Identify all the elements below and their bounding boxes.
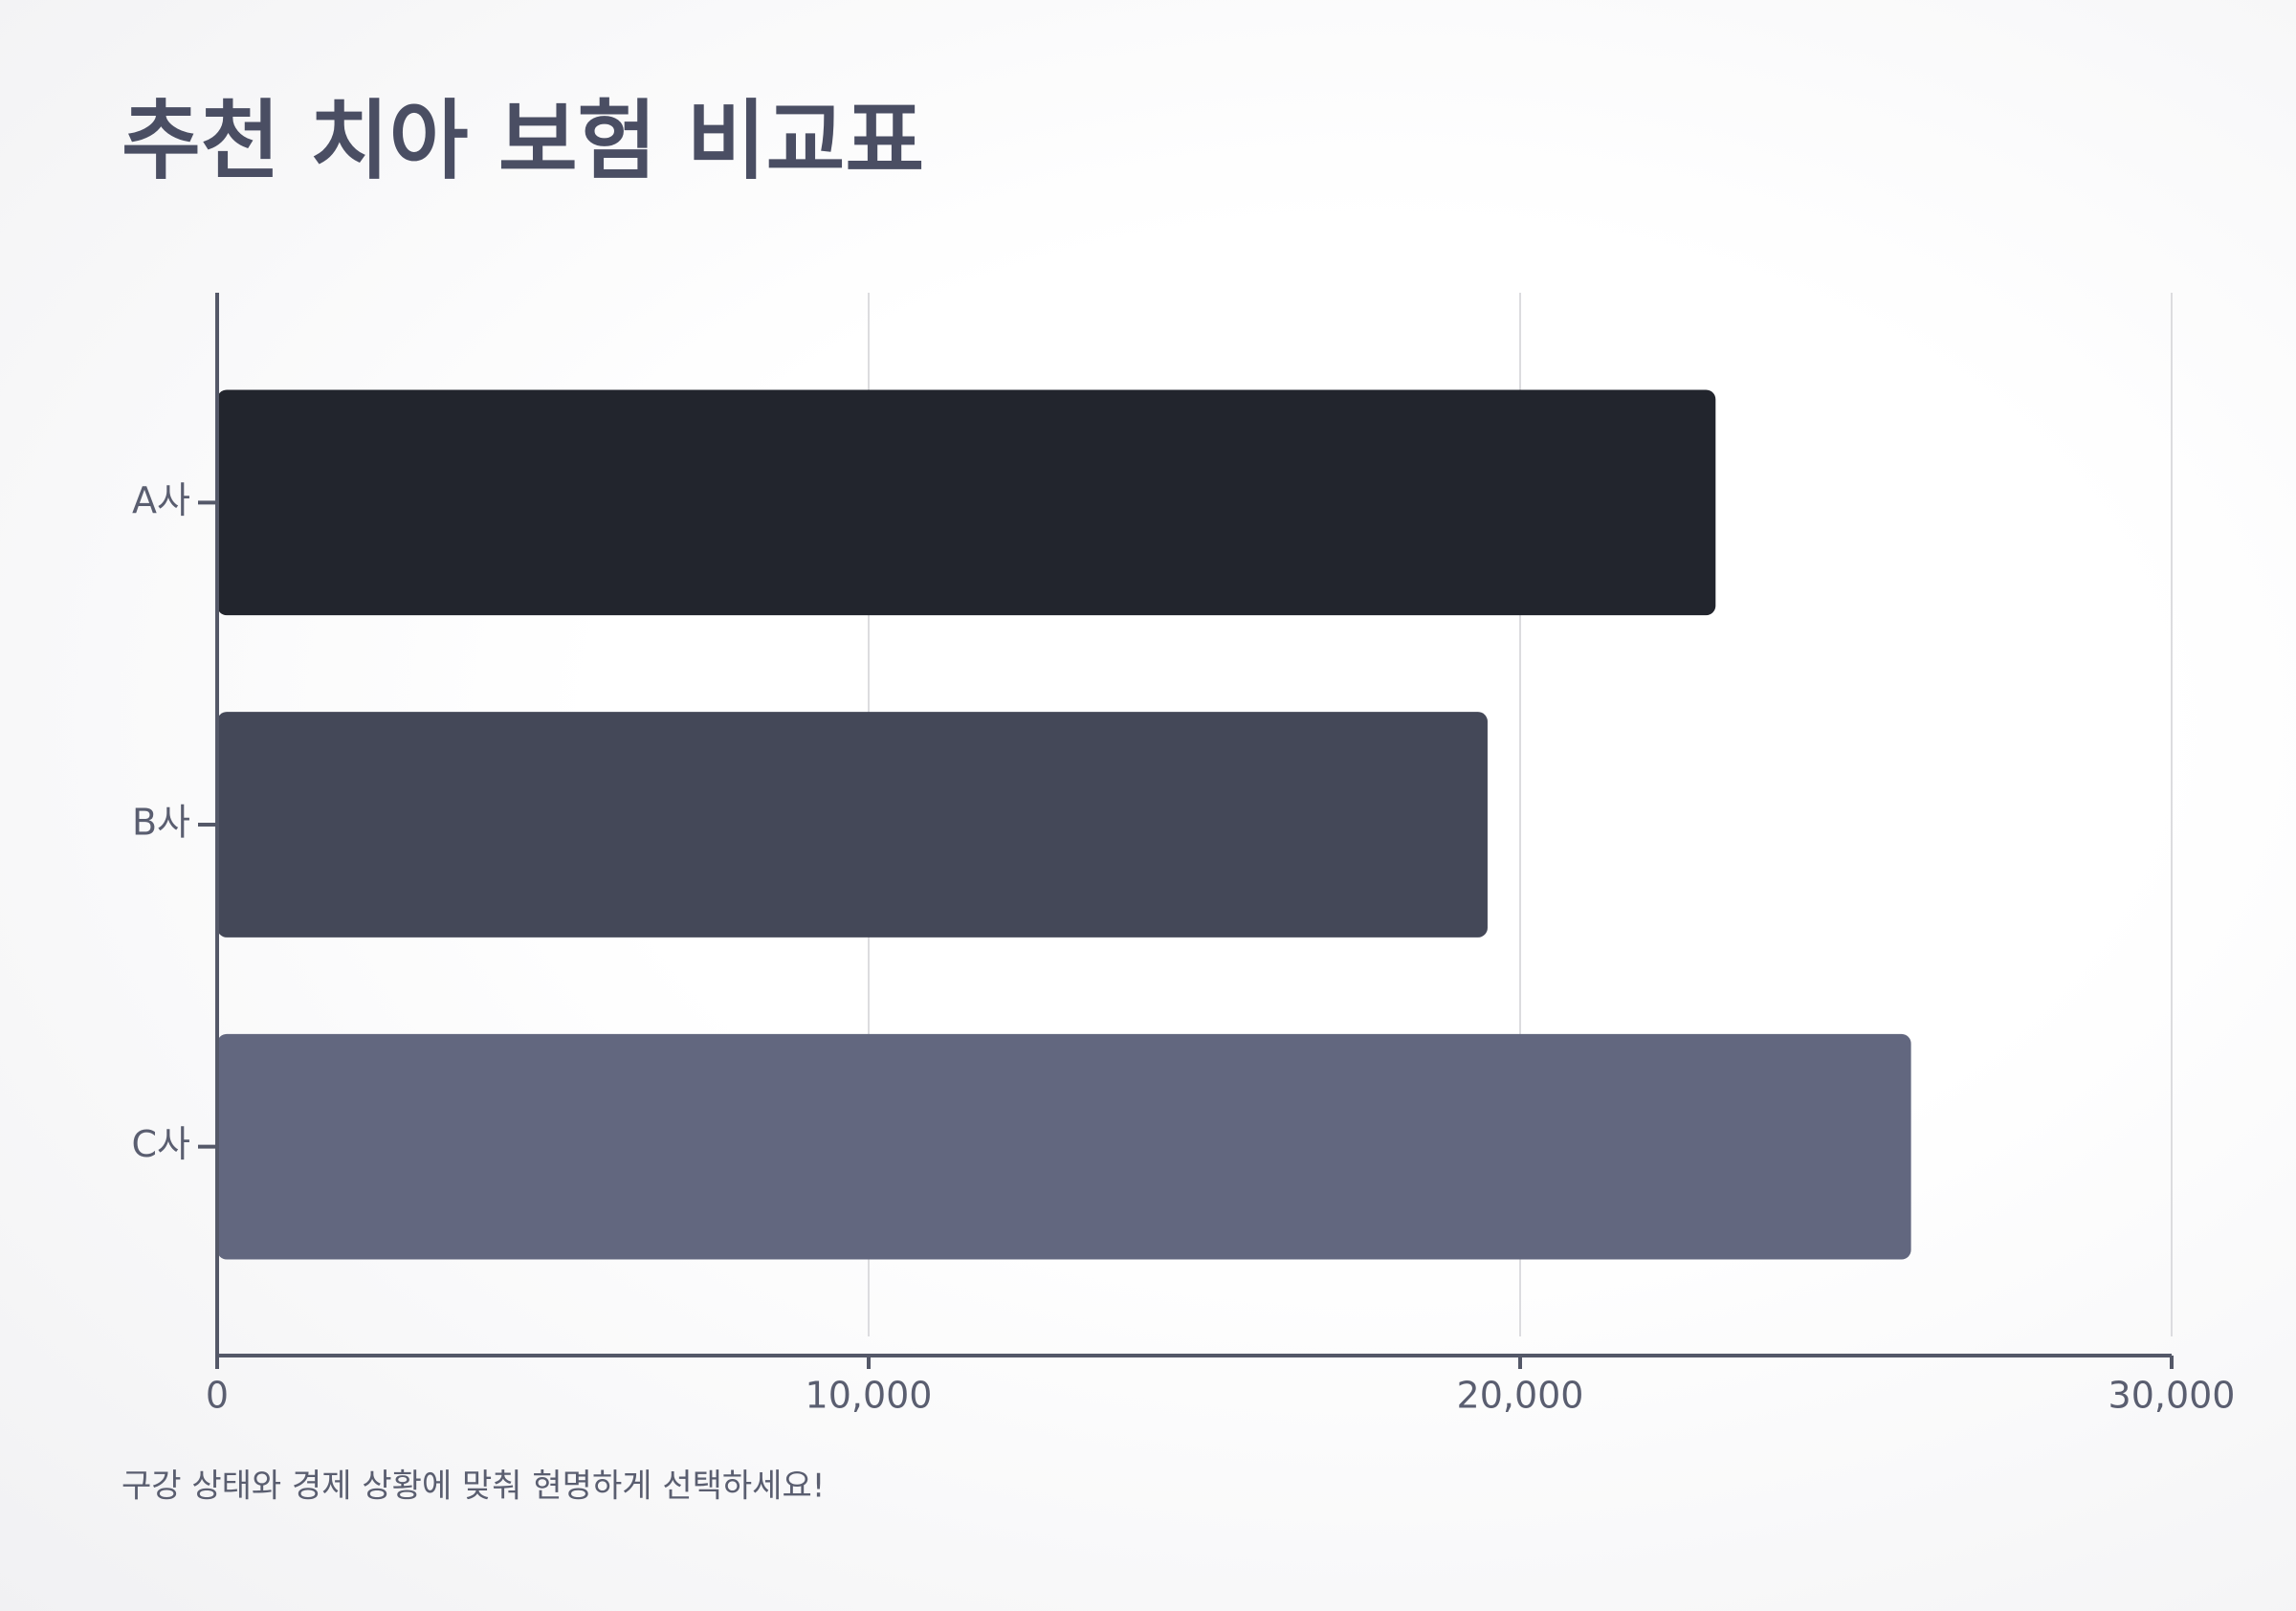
chart-title: 추천 치아 보험 비교표 — [121, 91, 924, 191]
x-tick-label: 20,000 — [1457, 1375, 1584, 1417]
y-tick-label: A사 — [132, 479, 190, 521]
chart-note: 구강 상태와 경제 상황에 맞춰 현명하게 선택하세요! — [121, 1468, 825, 1506]
bar — [217, 712, 1488, 938]
x-tick-label: 30,000 — [2108, 1375, 2236, 1417]
y-tick-label: C사 — [132, 1123, 191, 1165]
bar — [217, 389, 1716, 616]
x-tick-label: 0 — [206, 1375, 229, 1417]
y-tick-label: B사 — [132, 802, 190, 844]
bar — [217, 1033, 1911, 1260]
x-tick-label: 10,000 — [806, 1375, 933, 1417]
